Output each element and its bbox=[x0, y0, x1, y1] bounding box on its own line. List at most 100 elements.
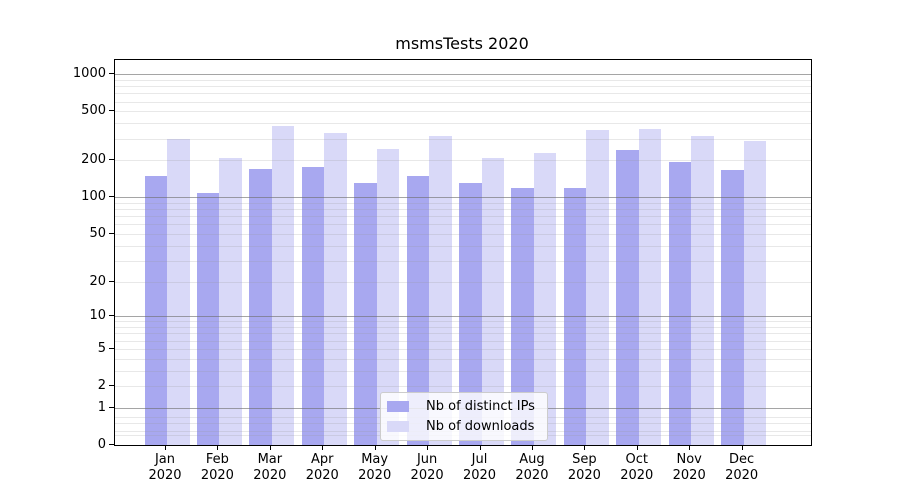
bar-downloads-may bbox=[376, 148, 400, 445]
minor-gridline bbox=[115, 93, 811, 95]
y-tick-mark bbox=[109, 385, 114, 387]
y-tick-label: 1 bbox=[97, 399, 106, 415]
legend-item-distinct-ips: Nb of distinct IPs bbox=[387, 399, 535, 414]
bar-distinct-ips-dec bbox=[721, 170, 744, 445]
y-tick-mark bbox=[109, 280, 114, 282]
bar-downloads-mar bbox=[271, 125, 295, 445]
x-tick-year: 2020 bbox=[567, 468, 601, 483]
bar-distinct-ips-mar bbox=[249, 168, 272, 445]
x-tick-year: 2020 bbox=[358, 468, 392, 483]
bar-distinct-ips-jan bbox=[144, 175, 167, 445]
minor-gridline bbox=[115, 101, 811, 103]
y-tick-mark bbox=[109, 232, 114, 234]
x-tick-label: Aug 2020 bbox=[506, 452, 558, 484]
x-tick-year: 2020 bbox=[200, 468, 234, 483]
legend-item-downloads: Nb of downloads bbox=[387, 419, 535, 434]
x-tick-year: 2020 bbox=[515, 468, 549, 483]
minor-gridline bbox=[115, 202, 811, 204]
x-tick-label: Sep 2020 bbox=[558, 452, 610, 484]
x-tick-mark bbox=[217, 445, 219, 450]
bar-downloads-jul bbox=[481, 158, 505, 445]
x-tick-label: Apr 2020 bbox=[296, 452, 348, 484]
x-tick-label: Feb 2020 bbox=[191, 452, 243, 484]
minor-gridline bbox=[115, 245, 811, 247]
minor-gridline bbox=[115, 333, 811, 335]
x-tick-label: May 2020 bbox=[349, 452, 401, 484]
y-tick-label: 20 bbox=[89, 273, 106, 289]
y-tick-label: 1000 bbox=[72, 66, 106, 82]
y-tick-mark bbox=[109, 347, 114, 349]
legend-swatch-downloads bbox=[387, 421, 409, 432]
bar-distinct-ips-jul bbox=[459, 183, 482, 445]
y-tick-label: 100 bbox=[81, 189, 106, 205]
minor-gridline bbox=[115, 111, 811, 113]
x-tick-label: Dec 2020 bbox=[716, 452, 768, 484]
y-tick-label: 5 bbox=[97, 340, 106, 356]
minor-gridline bbox=[115, 386, 811, 387]
bar-downloads-jan bbox=[167, 139, 190, 445]
minor-gridline bbox=[115, 370, 811, 372]
minor-gridline bbox=[115, 260, 811, 262]
y-tick-label: 50 bbox=[89, 225, 106, 241]
x-tick-year: 2020 bbox=[253, 468, 287, 483]
x-tick-mark bbox=[689, 445, 691, 450]
x-tick-label: Nov 2020 bbox=[663, 452, 715, 484]
x-tick-mark bbox=[479, 445, 481, 450]
x-tick-mark bbox=[322, 445, 324, 450]
minor-gridline bbox=[115, 79, 811, 81]
y-tick-mark bbox=[109, 406, 114, 408]
bar-downloads-jun bbox=[429, 136, 452, 445]
bar-distinct-ips-may bbox=[354, 182, 377, 445]
y-tick-label: 2 bbox=[97, 378, 106, 394]
x-tick-mark bbox=[584, 445, 586, 450]
minor-gridline bbox=[115, 358, 811, 360]
bar-downloads-nov bbox=[691, 136, 714, 445]
minor-gridline bbox=[115, 224, 811, 226]
legend-label-downloads: Nb of downloads bbox=[426, 419, 535, 434]
y-tick-mark bbox=[109, 110, 114, 112]
x-tick-year: 2020 bbox=[462, 468, 497, 483]
y-tick-label: 200 bbox=[81, 152, 106, 168]
minor-gridline bbox=[115, 138, 811, 140]
legend-label-distinct-ips: Nb of distinct IPs bbox=[426, 399, 535, 414]
y-tick-label: 0 bbox=[97, 437, 106, 452]
x-tick-year: 2020 bbox=[620, 468, 654, 483]
bar-downloads-dec bbox=[743, 140, 767, 445]
x-tick-mark bbox=[374, 445, 376, 450]
y-tick-mark bbox=[109, 159, 114, 161]
minor-gridline bbox=[115, 321, 811, 323]
x-tick-mark bbox=[531, 445, 533, 450]
chart-title: msmsTests 2020 bbox=[395, 34, 529, 53]
plot-area: Nb of distinct IPs Nb of downloads bbox=[114, 59, 812, 446]
x-tick-mark bbox=[269, 445, 271, 450]
bar-distinct-ips-oct bbox=[616, 150, 639, 445]
minor-gridline bbox=[115, 233, 811, 235]
x-tick-label: Mar 2020 bbox=[244, 452, 296, 484]
x-tick-year: 2020 bbox=[148, 468, 182, 483]
major-gridline bbox=[115, 197, 811, 199]
bar-distinct-ips-apr bbox=[301, 167, 325, 445]
minor-gridline bbox=[115, 160, 811, 162]
x-tick-mark bbox=[165, 445, 166, 450]
minor-gridline bbox=[115, 209, 811, 211]
y-tick-mark bbox=[109, 73, 114, 75]
legend: Nb of distinct IPs Nb of downloads bbox=[380, 392, 548, 441]
bar-distinct-ips-nov bbox=[668, 161, 692, 445]
x-tick-year: 2020 bbox=[410, 468, 444, 483]
x-tick-label: Jan 2020 bbox=[139, 452, 191, 484]
bar-downloads-aug bbox=[533, 153, 557, 445]
x-tick-mark bbox=[636, 445, 638, 450]
x-tick-year: 2020 bbox=[725, 468, 759, 483]
legend-swatch-distinct-ips bbox=[387, 401, 409, 412]
y-tick-mark bbox=[109, 444, 114, 445]
y-tick-label: 500 bbox=[81, 103, 106, 119]
y-tick-label: 10 bbox=[89, 308, 106, 324]
x-tick-year: 2020 bbox=[305, 468, 339, 483]
x-tick-label: Jun 2020 bbox=[401, 452, 453, 484]
bar-distinct-ips-feb bbox=[196, 193, 220, 445]
bar-downloads-oct bbox=[638, 128, 662, 445]
bar-downloads-apr bbox=[324, 133, 347, 445]
bar-downloads-feb bbox=[219, 158, 242, 445]
minor-gridline bbox=[115, 86, 811, 87]
